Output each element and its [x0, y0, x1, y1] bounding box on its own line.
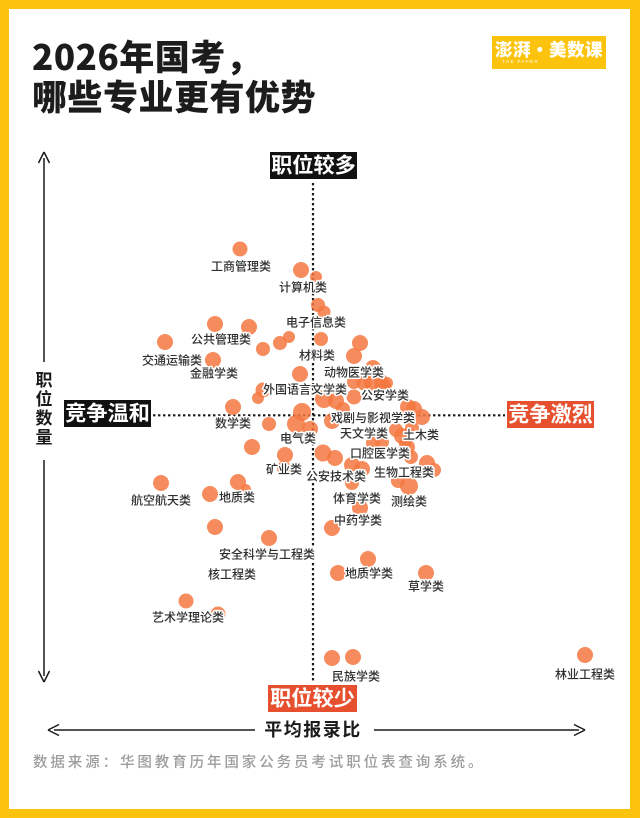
svg-text:电子信息类: 电子信息类 — [286, 314, 346, 331]
svg-text:艺术学理论类: 艺术学理论类 — [152, 609, 224, 626]
svg-text:公安技术类: 公安技术类 — [306, 468, 366, 485]
svg-text:公安学类: 公安学类 — [361, 387, 409, 404]
svg-text:生物工程类: 生物工程类 — [374, 464, 434, 481]
svg-text:航空航天类: 航空航天类 — [131, 492, 191, 509]
svg-text:竞争激烈: 竞争激烈 — [508, 398, 593, 429]
svg-text:工商管理类: 工商管理类 — [211, 258, 271, 275]
svg-text:中药学类: 中药学类 — [334, 512, 382, 529]
svg-text:林业工程类: 林业工程类 — [555, 666, 615, 683]
svg-text:数学类: 数学类 — [215, 415, 251, 432]
svg-text:位: 位 — [36, 385, 53, 410]
svg-text:外国语言文学类: 外国语言文学类 — [263, 381, 347, 398]
svg-text:土木类: 土木类 — [403, 426, 439, 443]
svg-text:体育学类: 体育学类 — [333, 490, 381, 507]
svg-text:地质学类: 地质学类 — [345, 565, 393, 582]
svg-text:公共管理类: 公共管理类 — [191, 331, 251, 348]
svg-text:数: 数 — [36, 404, 53, 429]
svg-text:动物医学类: 动物医学类 — [324, 364, 384, 381]
svg-text:交通运输类: 交通运输类 — [142, 352, 202, 369]
svg-text:材料类: 材料类 — [299, 347, 335, 364]
svg-text:安全科学与工程类: 安全科学与工程类 — [219, 546, 315, 563]
svg-text:天文学类: 天文学类 — [340, 425, 388, 442]
svg-text:戏剧与影视学类: 戏剧与影视学类 — [331, 409, 415, 426]
svg-text:草学类: 草学类 — [408, 578, 444, 595]
svg-text:地质类: 地质类 — [219, 489, 255, 506]
svg-text:职位较少: 职位较少 — [270, 682, 355, 713]
svg-text:职位较多: 职位较多 — [271, 149, 356, 180]
svg-text:核工程类: 核工程类 — [208, 566, 256, 583]
svg-text:矿业类: 矿业类 — [266, 461, 302, 478]
svg-text:测绘类: 测绘类 — [391, 493, 427, 510]
svg-text:量: 量 — [36, 423, 53, 448]
svg-text:口腔医学类: 口腔医学类 — [350, 445, 410, 462]
svg-text:竞争温和: 竞争温和 — [65, 397, 150, 428]
svg-text:电气类: 电气类 — [280, 430, 316, 447]
svg-text:金融学类: 金融学类 — [190, 365, 238, 382]
svg-text:民族学类: 民族学类 — [332, 668, 380, 685]
svg-text:计算机类: 计算机类 — [279, 279, 327, 296]
svg-text:平均报录比: 平均报录比 — [264, 716, 362, 742]
svg-text:职: 职 — [36, 366, 53, 391]
